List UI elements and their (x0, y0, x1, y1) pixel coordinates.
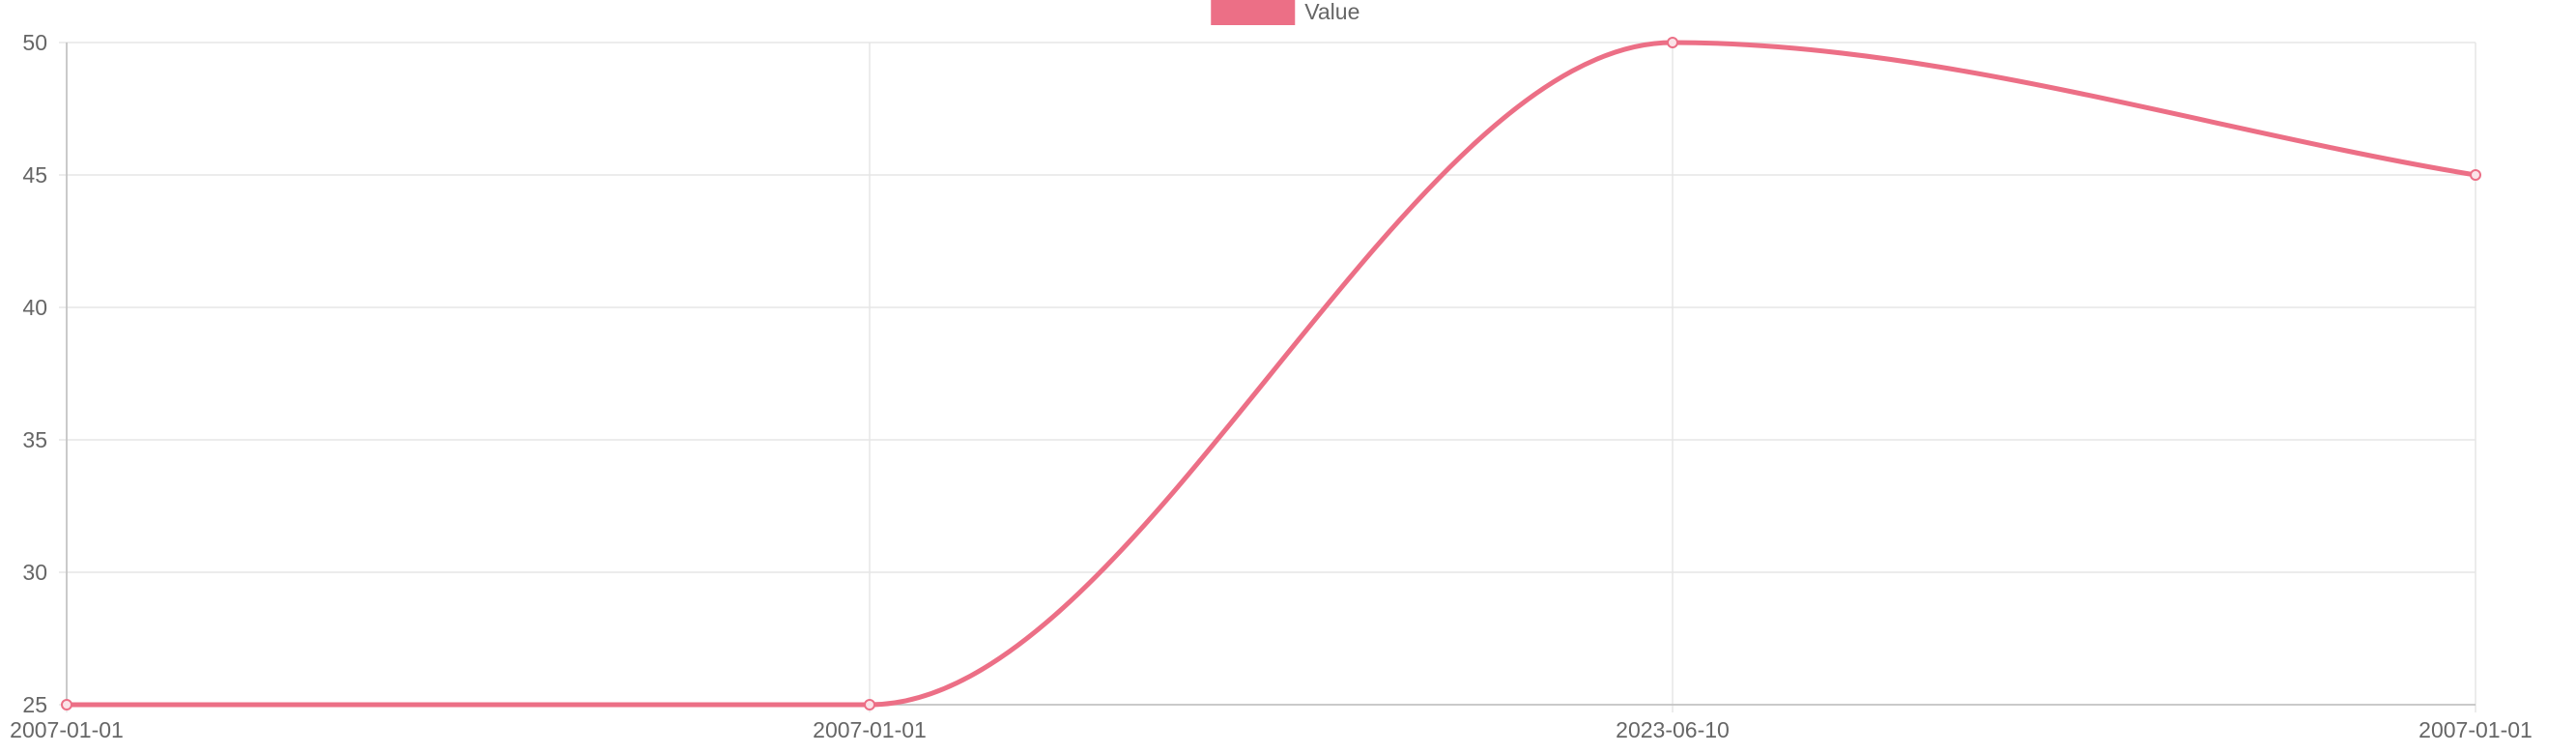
data-points (61, 37, 2481, 710)
x-tick-label: 2007-01-01 (10, 717, 124, 742)
data-point[interactable] (864, 699, 875, 710)
data-point[interactable] (1667, 37, 1678, 48)
data-point[interactable] (61, 699, 72, 710)
y-axis-ticks: 25 30 35 40 45 50 (22, 30, 47, 717)
legend-label: Value (1304, 0, 1360, 24)
series-lines (64, 40, 2478, 708)
data-point[interactable] (2470, 169, 2481, 181)
x-tick-label: 2007-01-01 (813, 717, 927, 742)
x-axis-ticks: 2007-01-01 2007-01-01 2023-06-10 2007-01-01 (10, 717, 2533, 742)
y-tick-label: 45 (22, 162, 47, 188)
legend-swatch (1211, 0, 1296, 25)
series-line (64, 40, 2478, 708)
y-tick-label: 30 (22, 560, 47, 585)
x-tick-label: 2023-06-10 (1616, 717, 1730, 742)
legend[interactable]: Value (1211, 0, 1360, 25)
y-tick-label: 35 (22, 427, 47, 452)
y-tick-label: 25 (22, 692, 47, 717)
x-tick-label: 2007-01-01 (2419, 717, 2533, 742)
y-tick-label: 50 (22, 30, 47, 55)
y-tick-label: 40 (22, 295, 47, 320)
